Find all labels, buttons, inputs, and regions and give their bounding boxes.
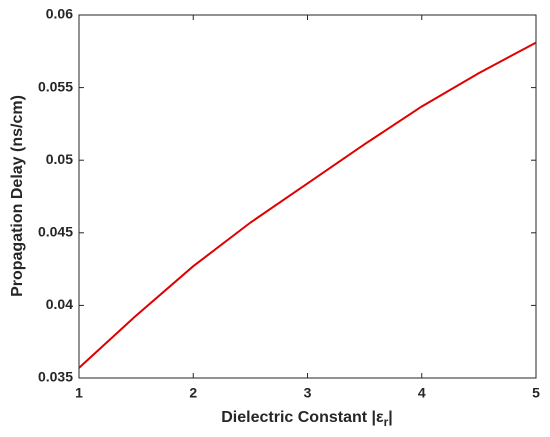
- y-tick-label: 0.055: [38, 78, 73, 94]
- x-axis-label: Dielectric Constant |εr|: [221, 409, 392, 429]
- y-tick-label: 0.035: [38, 369, 73, 385]
- y-tick-label: 0.045: [38, 224, 73, 240]
- y-axis-label: Propagation Delay (ns/cm): [9, 95, 26, 297]
- x-tick-label: 1: [75, 385, 83, 401]
- y-tick-label: 0.05: [46, 151, 73, 167]
- x-tick-label: 5: [532, 385, 540, 401]
- y-tick-label: 0.06: [46, 6, 73, 22]
- x-label-end: |: [388, 409, 392, 426]
- data-line: [78, 41, 537, 369]
- x-label-main: Dielectric Constant |ε: [221, 409, 384, 426]
- x-tick-label: 3: [304, 385, 312, 401]
- x-label-sub: r: [384, 415, 389, 429]
- x-tick-label: 2: [189, 385, 197, 401]
- y-tick-label: 0.04: [46, 296, 73, 312]
- x-tick-label: 4: [418, 385, 426, 401]
- axes-box: [78, 14, 537, 379]
